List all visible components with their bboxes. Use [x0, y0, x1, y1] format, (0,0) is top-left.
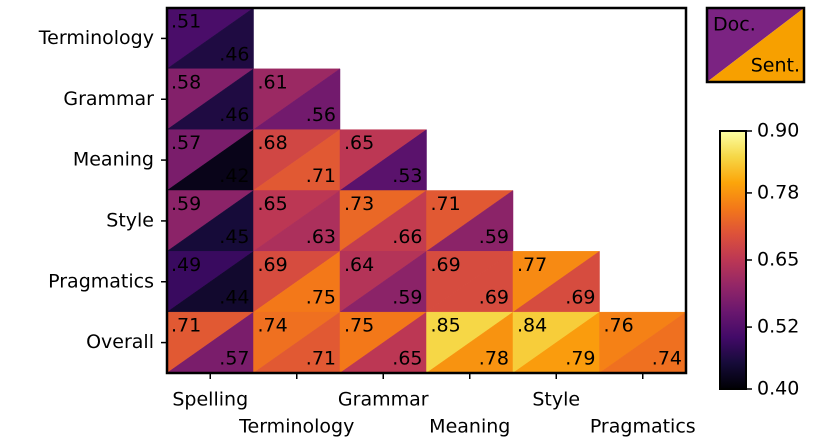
value-label: .68: [258, 132, 288, 154]
value-label: .84: [517, 315, 547, 337]
value-label: .71: [306, 348, 336, 370]
value-label: .75: [344, 315, 374, 337]
value-label: .59: [171, 193, 201, 215]
value-label: .75: [306, 287, 336, 309]
value-label: .71: [431, 193, 461, 215]
value-label: .57: [219, 348, 249, 370]
y-tick-label: Pragmatics: [48, 270, 154, 292]
value-label: .49: [171, 254, 201, 276]
x-tick-label: Grammar: [338, 389, 429, 411]
value-label: .61: [258, 71, 288, 93]
value-label: .65: [258, 193, 288, 215]
value-label: .69: [431, 254, 461, 276]
colorbar: [719, 130, 747, 390]
colorbar-tick-label: 0.40: [757, 378, 799, 400]
x-tick-label: Style: [532, 389, 580, 411]
y-tick-label: Meaning: [73, 149, 154, 171]
value-label: .45: [219, 226, 249, 248]
x-tick-label: Spelling: [172, 389, 248, 411]
value-label: .51: [171, 11, 201, 33]
x-tick-label: Pragmatics: [590, 416, 696, 437]
legend-label: Sent.: [751, 55, 800, 77]
value-label: .66: [392, 226, 422, 248]
value-label: .42: [219, 165, 249, 187]
plot-frame: [165, 6, 688, 375]
value-label: .73: [344, 193, 374, 215]
value-label: .76: [604, 315, 634, 337]
value-label: .74: [258, 315, 288, 337]
value-label: .44: [219, 287, 249, 309]
value-label: .69: [565, 287, 595, 309]
colorbar-tick-label: 0.65: [757, 249, 799, 271]
value-label: .59: [392, 287, 422, 309]
colorbar-tick-label: 0.78: [757, 181, 799, 203]
legend-label: Doc.: [713, 14, 756, 36]
value-label: .69: [479, 287, 509, 309]
value-label: .57: [171, 132, 201, 154]
value-label: .74: [652, 348, 682, 370]
value-label: .71: [306, 165, 336, 187]
x-tick-label: Terminology: [238, 416, 354, 437]
y-tick-label: Terminology: [38, 27, 154, 49]
value-label: .58: [171, 71, 201, 93]
value-label: .59: [479, 226, 509, 248]
value-label: .78: [479, 348, 509, 370]
value-label: .64: [344, 254, 374, 276]
colorbar-tick-label: 0.52: [757, 316, 799, 338]
legend-frame: [705, 6, 806, 84]
value-label: .65: [392, 348, 422, 370]
y-tick-label: Grammar: [63, 88, 154, 110]
value-label: .77: [517, 254, 547, 276]
value-label: .56: [306, 104, 336, 126]
value-label: .85: [431, 315, 461, 337]
value-label: .53: [392, 165, 422, 187]
value-label: .46: [219, 43, 249, 65]
value-label: .79: [565, 348, 595, 370]
legend-swatch: [707, 8, 804, 82]
x-tick-label: Meaning: [429, 416, 510, 437]
colorbar-tick-label: 0.90: [757, 120, 799, 142]
value-label: .71: [171, 315, 201, 337]
value-label: .63: [306, 226, 336, 248]
value-label: .65: [344, 132, 374, 154]
value-label: .69: [258, 254, 288, 276]
value-label: .46: [219, 104, 249, 126]
y-tick-label: Overall: [86, 331, 154, 353]
y-tick-label: Style: [106, 209, 154, 231]
